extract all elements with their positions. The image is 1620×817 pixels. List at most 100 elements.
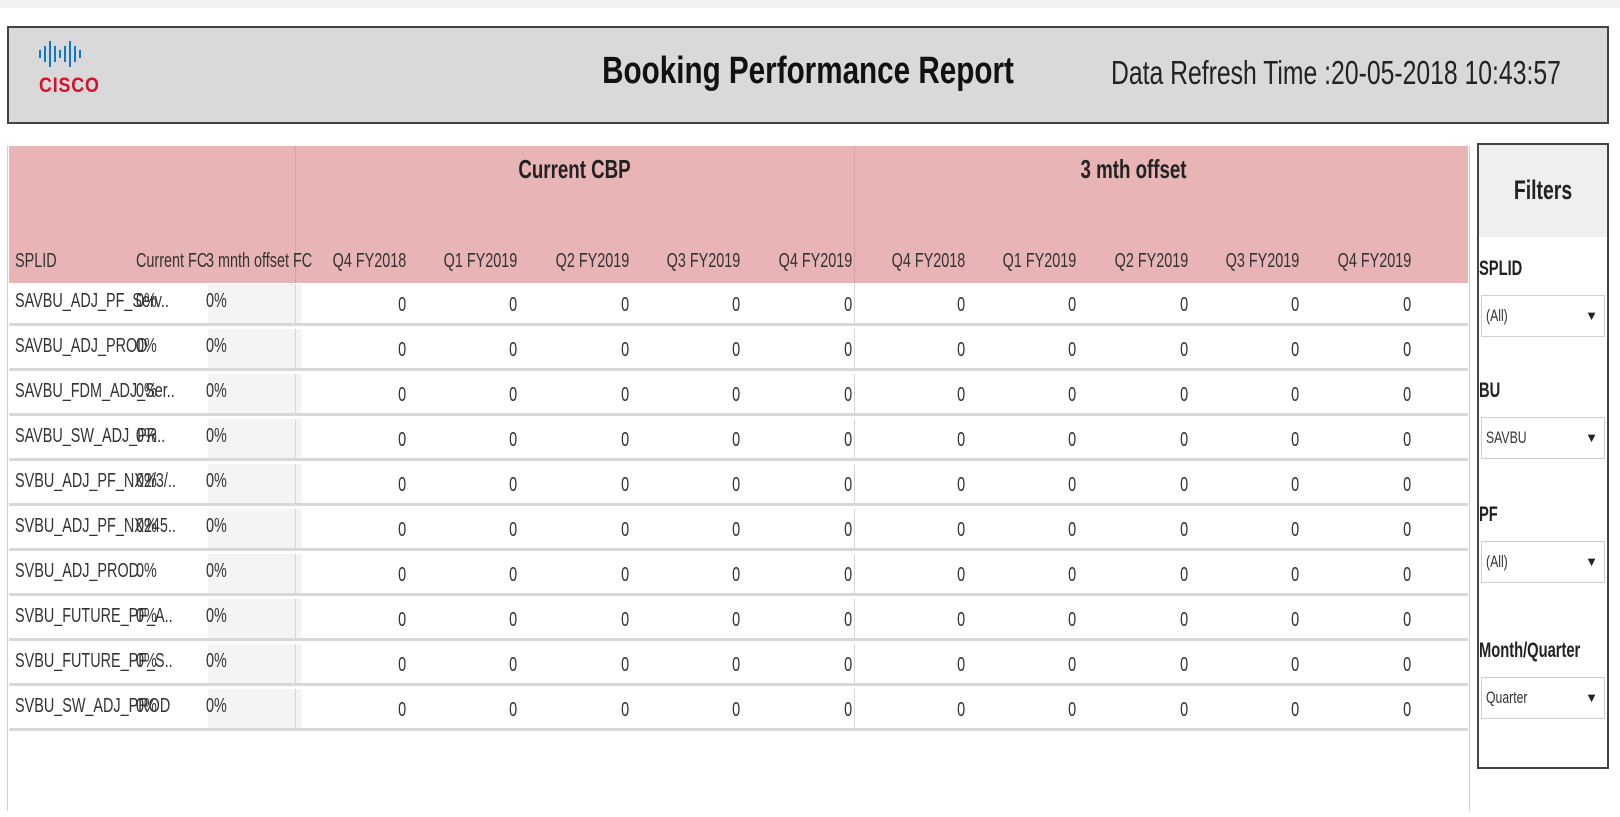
- current-fc-cell: 0%: [136, 380, 157, 402]
- column-header: Q4 FY2018: [891, 250, 965, 272]
- table-row[interactable]: SVBU_FUTURE_PF_A.. 0% 0% 0 0 0 0 0 0 0 0 0 0: [9, 599, 1468, 641]
- cell-shade: [208, 419, 302, 458]
- value-cell: 0: [731, 294, 740, 316]
- value-cell: 0: [1179, 699, 1188, 721]
- splid-cell: SVBU_ADJ_PROD: [15, 560, 140, 582]
- splid-cell: SVBU_ADJ_PF_NX245..: [15, 515, 176, 537]
- value-cell: 0: [1067, 654, 1076, 676]
- value-cell: 0: [956, 609, 965, 631]
- column-header: Q1 FY2019: [443, 250, 517, 272]
- group-divider: [295, 689, 296, 728]
- value-cell: 0: [508, 384, 517, 406]
- cell-shade: [208, 374, 302, 413]
- table-row[interactable]: SVBU_ADJ_PF_NX2/3/.. 0% 0% 0 0 0 0 0 0 0 0 0 0: [9, 464, 1468, 506]
- table-row[interactable]: SAVBU_ADJ_PF_Serv.. 0% 0% 0 0 0 0 0 0 0 0 0 0: [9, 284, 1468, 326]
- splid-cell: SAVBU_ADJ_PROD: [15, 335, 148, 357]
- cisco-logo-text: CISCO: [39, 74, 100, 97]
- data-refresh-time: Data Refresh Time :20-05-2018 10:43:57: [1111, 54, 1561, 91]
- group-divider: [295, 284, 296, 323]
- group-divider: [854, 374, 855, 413]
- value-cell: 0: [1067, 609, 1076, 631]
- table-row[interactable]: SAVBU_SW_ADJ_PR.. 0% 0% 0 0 0 0 0 0 0 0 0 0: [9, 419, 1468, 461]
- splid-cell: SVBU_FUTURE_PF_A..: [15, 605, 173, 627]
- current-fc-cell: 0%: [136, 515, 157, 537]
- page-title: Booking Performance Report: [602, 50, 1014, 92]
- value-cell: 0: [731, 699, 740, 721]
- table-row[interactable]: SAVBU_FDM_ADJ_Ser.. 0% 0% 0 0 0 0 0 0 0 0 0 0: [9, 374, 1468, 416]
- filter-bu-value: SAVBU: [1486, 428, 1527, 447]
- value-cell: 0: [843, 564, 852, 586]
- value-cell: 0: [1179, 429, 1188, 451]
- filter-pf-select[interactable]: (All) ▼: [1481, 541, 1605, 583]
- value-cell: 0: [1067, 699, 1076, 721]
- filters-title: Filters: [1513, 175, 1573, 205]
- dropdown-arrow-icon: ▼: [1585, 308, 1598, 323]
- value-cell: 0: [1179, 519, 1188, 541]
- dropdown-arrow-icon: ▼: [1585, 554, 1598, 569]
- value-cell: 0: [397, 384, 406, 406]
- cell-shade: [208, 689, 302, 728]
- column-header: 3 mnth offset FC: [206, 250, 313, 272]
- value-cell: 0: [508, 519, 517, 541]
- column-header: Q1 FY2019: [1002, 250, 1076, 272]
- value-cell: 0: [731, 384, 740, 406]
- value-cell: 0: [1402, 654, 1411, 676]
- value-cell: 0: [731, 339, 740, 361]
- value-cell: 0: [1067, 519, 1076, 541]
- value-cell: 0: [397, 564, 406, 586]
- value-cell: 0: [620, 339, 629, 361]
- group-divider: [295, 509, 296, 548]
- table-row[interactable]: SVBU_ADJ_PF_NX245.. 0% 0% 0 0 0 0 0 0 0 0 0 0: [9, 509, 1468, 551]
- current-fc-cell: 0%: [136, 695, 157, 717]
- filter-splid-select[interactable]: (All) ▼: [1481, 295, 1605, 337]
- group-divider: [854, 509, 855, 548]
- column-header: SPLID: [15, 250, 57, 272]
- value-cell: 0: [620, 564, 629, 586]
- value-cell: 0: [731, 609, 740, 631]
- value-cell: 0: [1402, 699, 1411, 721]
- table-row[interactable]: SVBU_FUTURE_PF_S.. 0% 0% 0 0 0 0 0 0 0 0 0 0: [9, 644, 1468, 686]
- column-header: Q3 FY2019: [1225, 250, 1299, 272]
- cell-shade: [208, 509, 302, 548]
- group-divider: [854, 644, 855, 683]
- splid-cell: SVBU_SW_ADJ_PROD: [15, 695, 171, 717]
- value-cell: 0: [1402, 294, 1411, 316]
- table-row[interactable]: SAVBU_ADJ_PROD 0% 0% 0 0 0 0 0 0 0 0 0 0: [9, 329, 1468, 371]
- group-divider: [854, 689, 855, 728]
- cell-shade: [208, 464, 302, 503]
- current-fc-cell: 0%: [136, 470, 157, 492]
- value-cell: 0: [1290, 654, 1299, 676]
- value-cell: 0: [397, 474, 406, 496]
- value-cell: 0: [1402, 384, 1411, 406]
- cisco-logo: CISCO: [39, 36, 109, 106]
- offset-fc-cell: 0%: [206, 650, 227, 672]
- offset-fc-cell: 0%: [206, 560, 227, 582]
- value-cell: 0: [1290, 339, 1299, 361]
- filter-bu-select[interactable]: SAVBU ▼: [1481, 417, 1605, 459]
- report-header: CISCO Booking Performance Report Data Re…: [7, 26, 1609, 124]
- group-divider: [295, 464, 296, 503]
- offset-fc-cell: 0%: [206, 380, 227, 402]
- value-cell: 0: [956, 474, 965, 496]
- table-row[interactable]: SVBU_SW_ADJ_PROD 0% 0% 0 0 0 0 0 0 0 0 0 0: [9, 689, 1468, 731]
- value-cell: 0: [397, 294, 406, 316]
- value-cell: 0: [397, 339, 406, 361]
- value-cell: 0: [508, 609, 517, 631]
- group-divider: [854, 419, 855, 458]
- value-cell: 0: [843, 654, 852, 676]
- value-cell: 0: [1402, 339, 1411, 361]
- group-3mth-offset: 3 mth offset: [1080, 154, 1187, 184]
- group-divider: [295, 374, 296, 413]
- cell-shade: [208, 644, 302, 683]
- value-cell: 0: [731, 429, 740, 451]
- filter-label-pf: PF: [1479, 503, 1498, 526]
- value-cell: 0: [508, 564, 517, 586]
- filter-month-quarter-select[interactable]: Quarter ▼: [1481, 677, 1605, 719]
- value-cell: 0: [397, 699, 406, 721]
- top-strip: [0, 0, 1620, 8]
- value-cell: 0: [508, 339, 517, 361]
- value-cell: 0: [1179, 564, 1188, 586]
- table-row[interactable]: SVBU_ADJ_PROD 0% 0% 0 0 0 0 0 0 0 0 0 0: [9, 554, 1468, 596]
- value-cell: 0: [1290, 519, 1299, 541]
- column-header: Current FC: [136, 250, 208, 272]
